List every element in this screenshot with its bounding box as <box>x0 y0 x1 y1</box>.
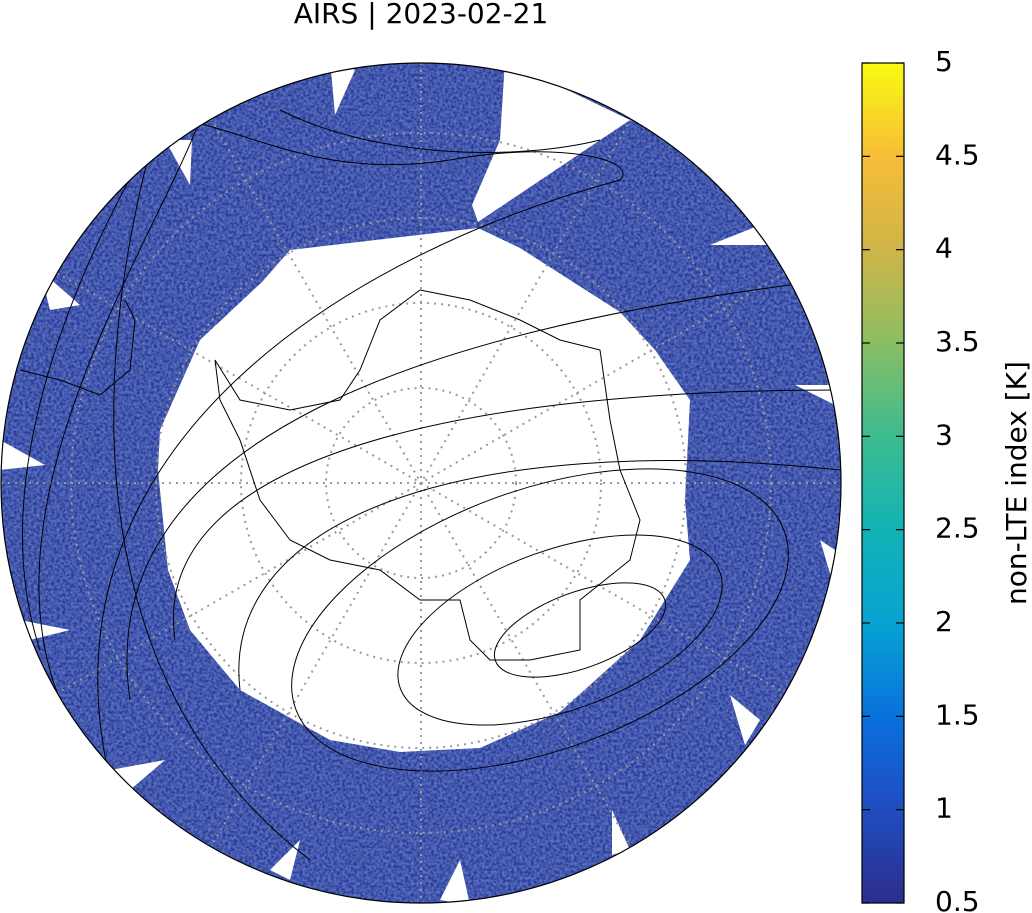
colorbar-tick-label: 4.5 <box>935 138 980 171</box>
coastline <box>214 289 641 661</box>
map-title: AIRS | 2023-02-21 <box>294 0 549 30</box>
swath-gap <box>1 440 45 470</box>
map <box>1 63 841 903</box>
colorbar-tick-label: 3 <box>935 418 953 451</box>
swath-gap <box>440 860 470 903</box>
colorbar-tick-label: 2.5 <box>935 512 980 545</box>
colorbar-tick-label: 2 <box>935 605 953 638</box>
colorbar-tick-label: 0.5 <box>935 885 980 913</box>
colorbar-tick-label: 1.5 <box>935 698 980 731</box>
swath-gap <box>612 810 630 855</box>
colorbar-tick-label: 3.5 <box>935 325 980 358</box>
map-border <box>0 62 842 904</box>
colorbar <box>861 62 905 904</box>
colorbar-tick-label: 1 <box>935 792 953 825</box>
graticule <box>1 63 841 903</box>
colorbar-tick-label: 5 <box>935 45 953 78</box>
colorbar-label: non-LTE index [K] <box>1000 361 1032 605</box>
swath-gap <box>472 63 630 222</box>
swath-gap <box>710 225 770 245</box>
south-america <box>19 299 136 396</box>
swath-gap <box>330 63 355 115</box>
swath-gap <box>730 695 760 745</box>
contours <box>22 109 841 861</box>
swath-gap <box>165 140 192 185</box>
swath-gap <box>270 840 300 880</box>
colorbar-tick-label: 4 <box>935 232 953 265</box>
